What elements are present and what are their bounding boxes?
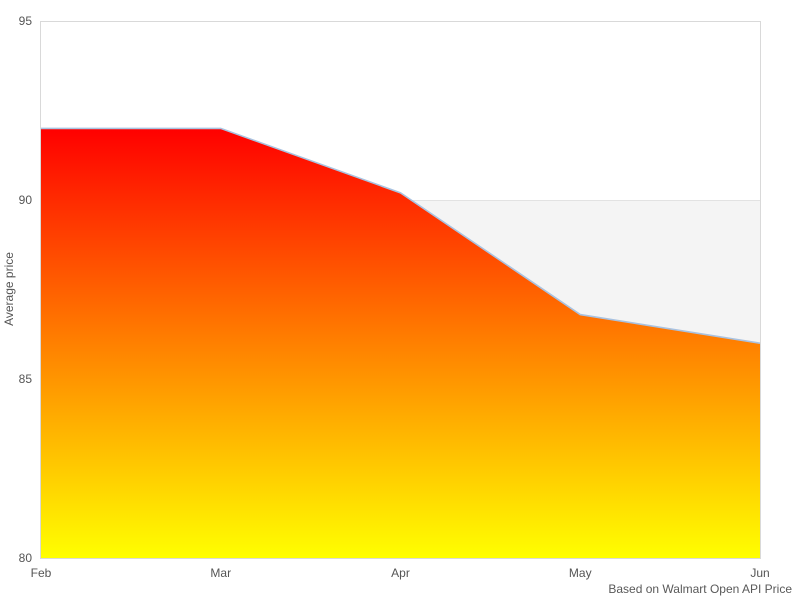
price-area-series <box>41 128 760 558</box>
plot-border <box>40 21 761 559</box>
price-line <box>41 127 761 344</box>
y-tick-label: 95 <box>18 14 32 28</box>
y-tick-label: 80 <box>18 551 32 565</box>
x-tick-label: May <box>568 566 592 580</box>
x-tick-label: Apr <box>391 566 410 580</box>
x-tick-label: Jun <box>750 566 770 580</box>
y-axis-title: Average price <box>2 252 16 326</box>
x-tick-label: Feb <box>30 566 52 580</box>
x-tick-label: Mar <box>210 566 232 580</box>
y-tick-label: 85 <box>18 372 32 386</box>
y-tick-label: 90 <box>18 193 32 207</box>
chart-caption: Based on Walmart Open API Price <box>608 582 792 596</box>
